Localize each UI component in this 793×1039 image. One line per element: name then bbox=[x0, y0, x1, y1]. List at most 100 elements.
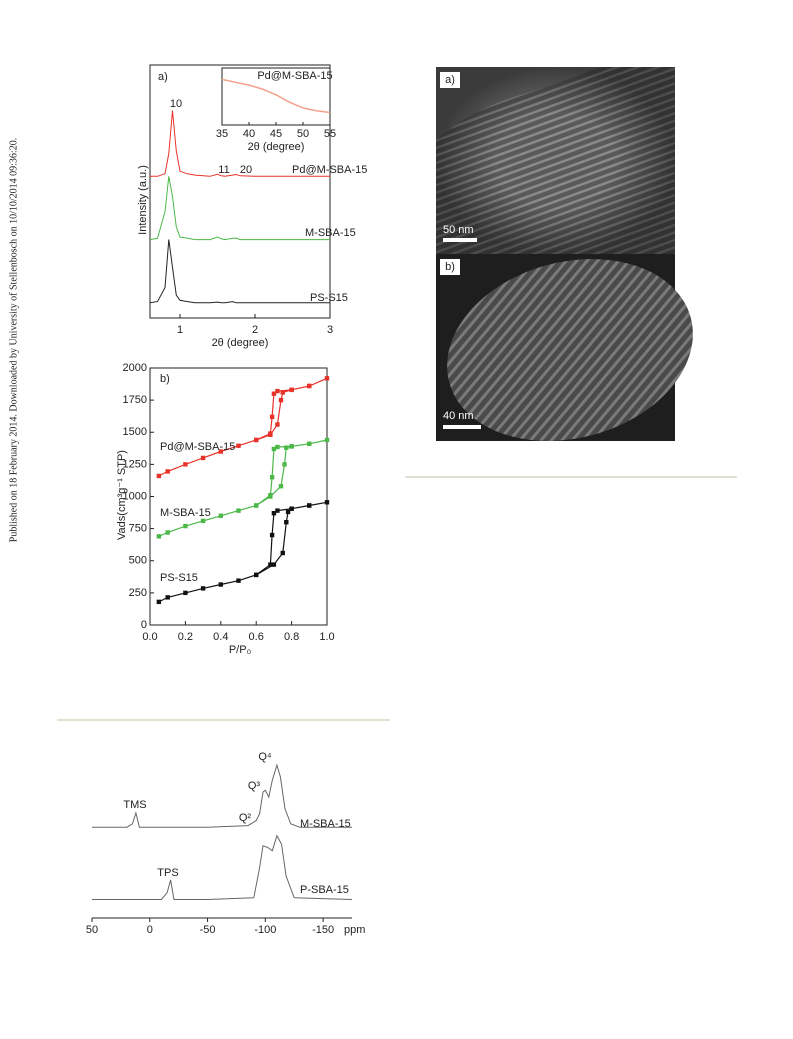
marker bbox=[268, 493, 273, 498]
marker bbox=[200, 586, 206, 591]
x-tick-label: 3 bbox=[327, 324, 333, 336]
marker bbox=[156, 599, 162, 605]
x-tick-label: -150 bbox=[312, 924, 334, 936]
tem-particle bbox=[447, 259, 693, 441]
marker bbox=[289, 444, 294, 449]
x-label: P/P₀ bbox=[229, 644, 251, 656]
marker bbox=[268, 431, 273, 436]
series-label: Pd@M-SBA-15 bbox=[160, 441, 235, 453]
marker bbox=[183, 590, 188, 596]
y-tick-label: 2000 bbox=[123, 362, 147, 374]
marker bbox=[280, 390, 285, 395]
x-tick-label: 50 bbox=[86, 924, 98, 936]
marker bbox=[183, 462, 188, 467]
marker bbox=[280, 550, 285, 556]
marker bbox=[165, 530, 170, 535]
series-label: M-SBA-15 bbox=[305, 227, 356, 239]
marker bbox=[284, 520, 289, 525]
marker bbox=[271, 562, 277, 567]
marker bbox=[275, 422, 280, 427]
marker bbox=[307, 441, 312, 447]
marker bbox=[324, 437, 330, 443]
marker bbox=[268, 562, 273, 567]
x-tick-label: 1 bbox=[177, 324, 183, 336]
series-label: PS-S15 bbox=[160, 572, 198, 584]
x-label: 2θ (degree) bbox=[212, 337, 269, 349]
annotation: TMS bbox=[123, 799, 146, 811]
marker bbox=[254, 572, 259, 578]
data-line bbox=[158, 377, 328, 477]
series-label: PS-S15 bbox=[310, 292, 348, 304]
y-tick-label: 500 bbox=[129, 555, 147, 567]
scale-label: 40 nm bbox=[443, 410, 474, 422]
marker bbox=[269, 475, 275, 480]
y-tick-label: 750 bbox=[129, 523, 147, 535]
annotation: 10 bbox=[170, 98, 182, 110]
scale-bar bbox=[443, 425, 481, 429]
marker bbox=[271, 511, 277, 516]
tem-image: a) b) 50 nm 40 nm bbox=[436, 67, 693, 441]
inset-x-tick-label: 45 bbox=[270, 128, 282, 140]
y-tick-label: 1500 bbox=[123, 426, 147, 438]
x-tick-label: 0.0 bbox=[142, 631, 157, 643]
panel-label: a) bbox=[158, 71, 168, 83]
data-line bbox=[158, 439, 328, 537]
marker bbox=[236, 508, 241, 513]
plot-frame bbox=[149, 64, 331, 319]
marker bbox=[218, 513, 223, 518]
x-tick-label: 2 bbox=[252, 324, 258, 336]
data-line bbox=[92, 763, 352, 828]
marker bbox=[236, 578, 241, 583]
marker bbox=[278, 397, 284, 403]
marker bbox=[275, 508, 280, 513]
marker bbox=[275, 388, 280, 394]
marker bbox=[289, 387, 294, 393]
panel-box bbox=[440, 72, 460, 88]
panel-label: a) bbox=[445, 74, 455, 86]
marker bbox=[218, 449, 223, 454]
annotation: 11 bbox=[218, 164, 229, 176]
inset-x-tick-label: 50 bbox=[297, 128, 309, 140]
annotation: 20 bbox=[240, 164, 252, 176]
marker bbox=[324, 376, 330, 381]
x-unit: ppm bbox=[344, 924, 365, 936]
y-label: Intensity (a.u.) bbox=[137, 165, 149, 235]
data-line bbox=[92, 834, 353, 900]
marker bbox=[236, 443, 241, 448]
y-tick-label: 0 bbox=[141, 619, 147, 631]
x-tick-label: 0.2 bbox=[178, 631, 193, 643]
scale-label: 50 nm bbox=[443, 224, 474, 236]
marker bbox=[254, 503, 259, 508]
x-tick-label: 0 bbox=[147, 924, 153, 936]
inset-x-label: 2θ (degree) bbox=[248, 141, 305, 153]
x-tick-label: -50 bbox=[200, 924, 216, 936]
annotation: Q² bbox=[239, 812, 252, 824]
y-label: Vads(cm³g⁻¹ STP) bbox=[116, 450, 128, 540]
panel-label: b) bbox=[160, 373, 170, 385]
marker bbox=[307, 503, 312, 508]
inset-x-tick-label: 40 bbox=[243, 128, 255, 140]
marker bbox=[200, 518, 206, 524]
x-tick-label: 0.8 bbox=[284, 631, 299, 643]
marker bbox=[269, 414, 275, 420]
y-tick-label: 1000 bbox=[123, 490, 147, 502]
tem-shade bbox=[436, 67, 675, 254]
x-tick-label: 1.0 bbox=[319, 631, 334, 643]
series-label: M-SBA-15 bbox=[160, 507, 211, 519]
marker bbox=[307, 383, 312, 389]
annotation: Q⁴ bbox=[258, 751, 272, 763]
marker bbox=[271, 446, 277, 452]
marker bbox=[165, 469, 170, 474]
marker bbox=[282, 462, 287, 467]
panel-label: b) bbox=[445, 261, 455, 273]
marker bbox=[271, 391, 277, 396]
series-label: P-SBA-15 bbox=[300, 884, 349, 896]
marker bbox=[218, 582, 223, 587]
marker bbox=[183, 523, 188, 529]
data-line bbox=[221, 78, 331, 114]
plot-frame bbox=[149, 367, 328, 626]
marker bbox=[289, 506, 294, 511]
inset-x-tick-label: 55 bbox=[324, 128, 336, 140]
series-label: M-SBA-15 bbox=[300, 818, 351, 830]
